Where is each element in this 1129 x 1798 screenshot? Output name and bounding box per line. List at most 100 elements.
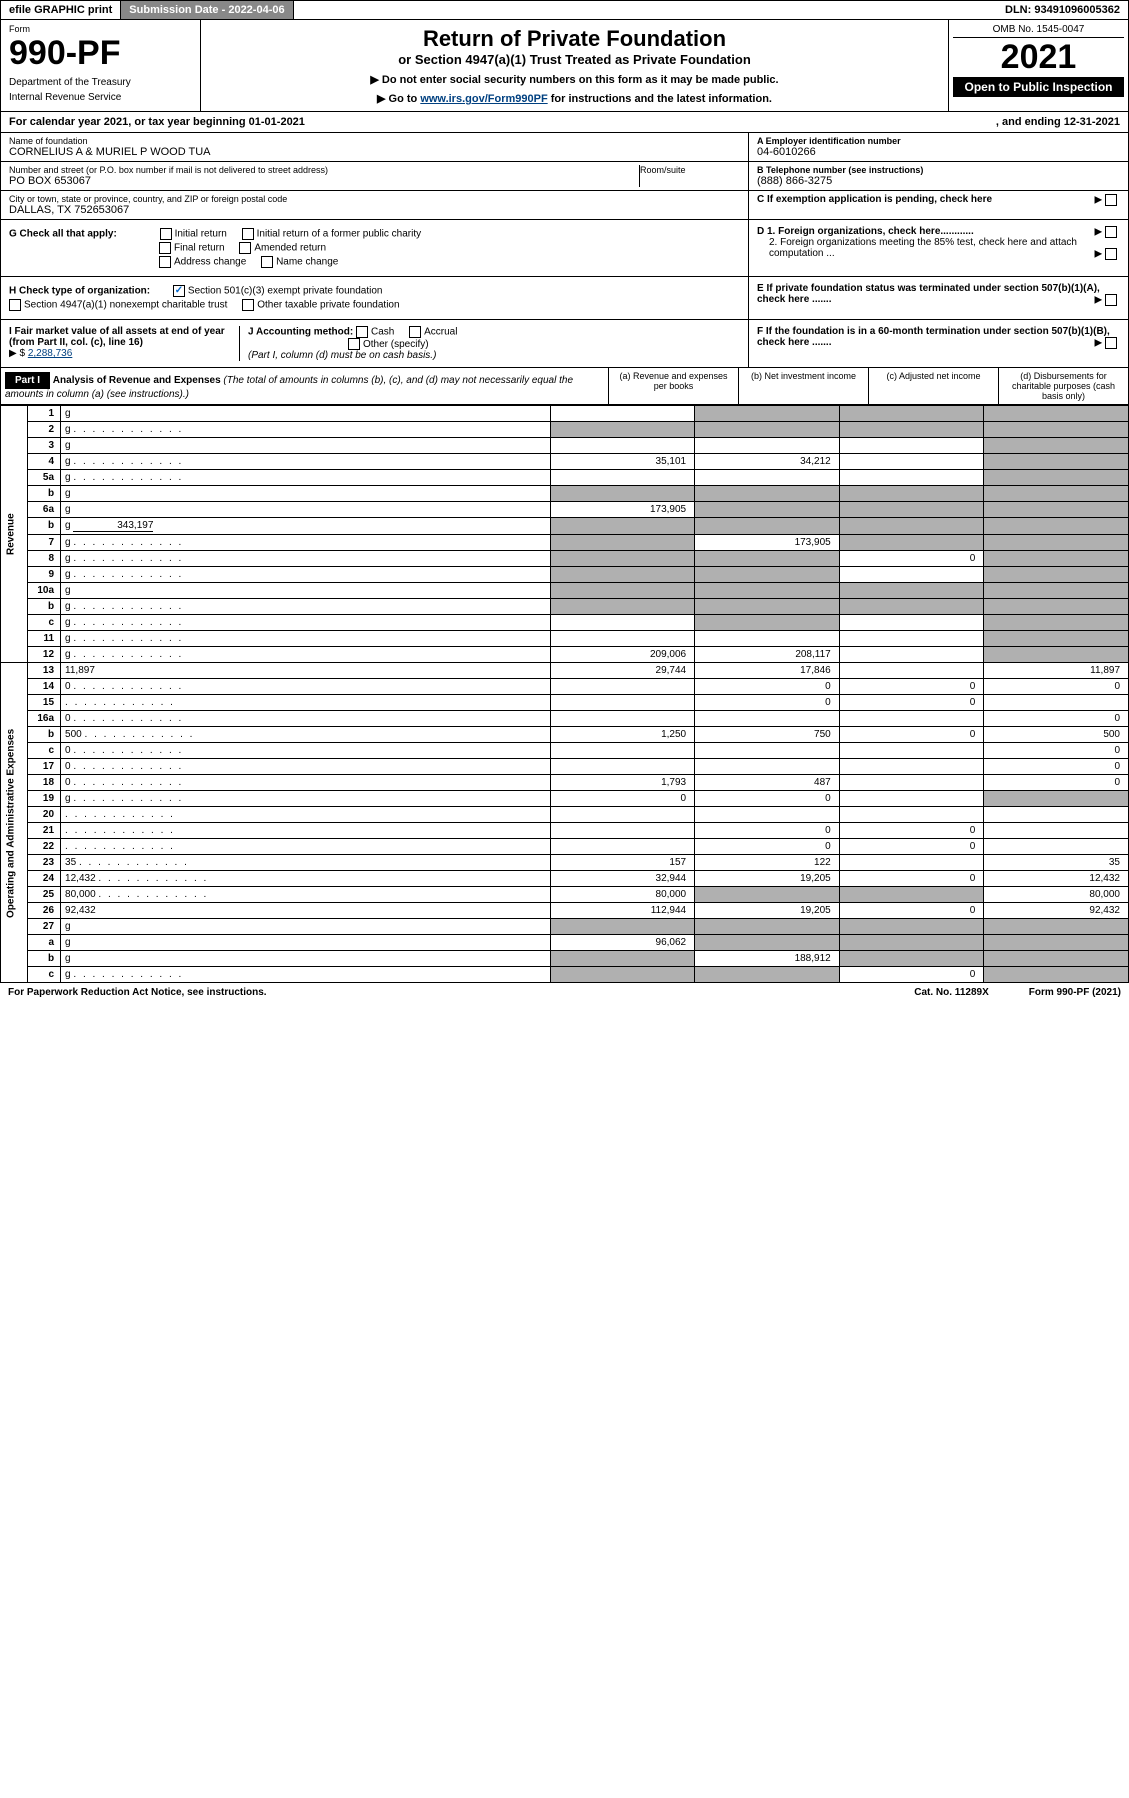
cell-col-d: 92,432 — [984, 903, 1129, 919]
cell-col-b — [695, 599, 840, 615]
cell-col-b — [695, 486, 840, 502]
cell-col-d — [984, 695, 1129, 711]
cell-col-c — [839, 502, 984, 518]
cell-col-b — [695, 502, 840, 518]
cash-checkbox[interactable] — [356, 326, 368, 338]
row-description: 0 — [61, 711, 550, 727]
cell-col-b — [695, 919, 840, 935]
table-row: 8g 0 — [1, 551, 1129, 567]
cell-col-b — [695, 615, 840, 631]
row-number: 8 — [27, 551, 60, 567]
topbar: efile GRAPHIC print Submission Date - 20… — [0, 0, 1129, 20]
e-checkbox[interactable] — [1105, 294, 1117, 306]
cell-col-b — [695, 422, 840, 438]
foundation-address: PO BOX 653067 — [9, 175, 639, 187]
addr-label: Number and street (or P.O. box number if… — [9, 165, 639, 175]
row-description — [61, 823, 550, 839]
cell-col-c — [839, 631, 984, 647]
cell-col-a: 1,793 — [550, 775, 695, 791]
e-label: E If private foundation status was termi… — [757, 283, 1120, 305]
row-number: 5a — [27, 470, 60, 486]
row-description: 80,000 — [61, 887, 550, 903]
501c3-checkbox[interactable]: ✓ — [173, 285, 185, 297]
row-description — [61, 807, 550, 823]
cell-col-c: 0 — [839, 823, 984, 839]
cell-col-b: 173,905 — [695, 535, 840, 551]
cell-col-c — [839, 599, 984, 615]
row-description: 35 — [61, 855, 550, 871]
row-description: g — [61, 470, 550, 486]
accrual-checkbox[interactable] — [409, 326, 421, 338]
initial-public-checkbox[interactable] — [242, 228, 254, 240]
row-description: g — [61, 567, 550, 583]
cell-col-b: 17,846 — [695, 663, 840, 679]
other-method-checkbox[interactable] — [348, 338, 360, 350]
table-row: bg188,912 — [1, 951, 1129, 967]
cell-col-a: 32,944 — [550, 871, 695, 887]
final-return-checkbox[interactable] — [159, 242, 171, 254]
form-header: Form 990-PF Department of the Treasury I… — [0, 20, 1129, 112]
cell-col-a: 80,000 — [550, 887, 695, 903]
table-row: bg — [1, 599, 1129, 615]
d1-checkbox[interactable] — [1105, 226, 1117, 238]
cell-col-a — [550, 486, 695, 502]
cell-col-d: 80,000 — [984, 887, 1129, 903]
col-d-header: (d) Disbursements for charitable purpose… — [998, 368, 1128, 404]
table-row: 11g — [1, 631, 1129, 647]
cell-col-a — [550, 470, 695, 486]
f-checkbox[interactable] — [1105, 337, 1117, 349]
address-change-checkbox[interactable] — [159, 256, 171, 268]
table-row: 2580,000 80,00080,000 — [1, 887, 1129, 903]
cell-col-b: 19,205 — [695, 903, 840, 919]
row-number: b — [27, 599, 60, 615]
cell-col-d: 0 — [984, 711, 1129, 727]
cell-col-d — [984, 807, 1129, 823]
col-a-header: (a) Revenue and expenses per books — [608, 368, 738, 404]
d2-checkbox[interactable] — [1105, 248, 1117, 260]
room-label: Room/suite — [640, 165, 740, 175]
row-number: b — [27, 951, 60, 967]
table-row: cg — [1, 615, 1129, 631]
row-number: b — [27, 727, 60, 743]
row-number: 10a — [27, 583, 60, 599]
cell-col-a — [550, 551, 695, 567]
row-number: c — [27, 615, 60, 631]
cell-col-d: 12,432 — [984, 871, 1129, 887]
row-number: 6a — [27, 502, 60, 518]
form-note1: ▶ Do not enter social security numbers o… — [207, 73, 942, 86]
fmv-value[interactable]: 2,288,736 — [28, 348, 73, 359]
dept-treasury: Department of the Treasury — [9, 77, 192, 88]
other-taxable-checkbox[interactable] — [242, 299, 254, 311]
table-row: 21 00 — [1, 823, 1129, 839]
phone-label: B Telephone number (see instructions) — [757, 165, 1120, 175]
cell-col-d — [984, 647, 1129, 663]
cell-col-a — [550, 695, 695, 711]
row-description: g — [61, 454, 550, 470]
efile-label[interactable]: efile GRAPHIC print — [1, 1, 121, 19]
part1-table: Revenue1g2g 3g4g 35,10134,2125ag bg6ag17… — [0, 405, 1129, 983]
irs-link[interactable]: www.irs.gov/Form990PF — [420, 93, 547, 105]
cell-col-c — [839, 518, 984, 535]
cell-col-a — [550, 679, 695, 695]
part1-title: Analysis of Revenue and Expenses — [53, 375, 221, 386]
amended-return-checkbox[interactable] — [239, 242, 251, 254]
form-subtitle: or Section 4947(a)(1) Trust Treated as P… — [207, 52, 942, 67]
initial-return-checkbox[interactable] — [160, 228, 172, 240]
cell-col-c — [839, 743, 984, 759]
name-change-checkbox[interactable] — [261, 256, 273, 268]
tax-year: 2021 — [953, 38, 1124, 77]
row-number: 9 — [27, 567, 60, 583]
4947-checkbox[interactable] — [9, 299, 21, 311]
cell-col-a — [550, 599, 695, 615]
exemption-checkbox[interactable] — [1105, 194, 1117, 206]
d1-label: D 1. Foreign organizations, check here..… — [757, 226, 1120, 237]
table-row: 180 1,7934870 — [1, 775, 1129, 791]
row-description: g — [61, 951, 550, 967]
cell-col-a — [550, 518, 695, 535]
revenue-side-label: Revenue — [1, 406, 28, 663]
table-row: 7g 173,905 — [1, 535, 1129, 551]
row-number: 2 — [27, 422, 60, 438]
row-description: g — [61, 919, 550, 935]
dept-irs: Internal Revenue Service — [9, 92, 192, 103]
table-row: 20 — [1, 807, 1129, 823]
